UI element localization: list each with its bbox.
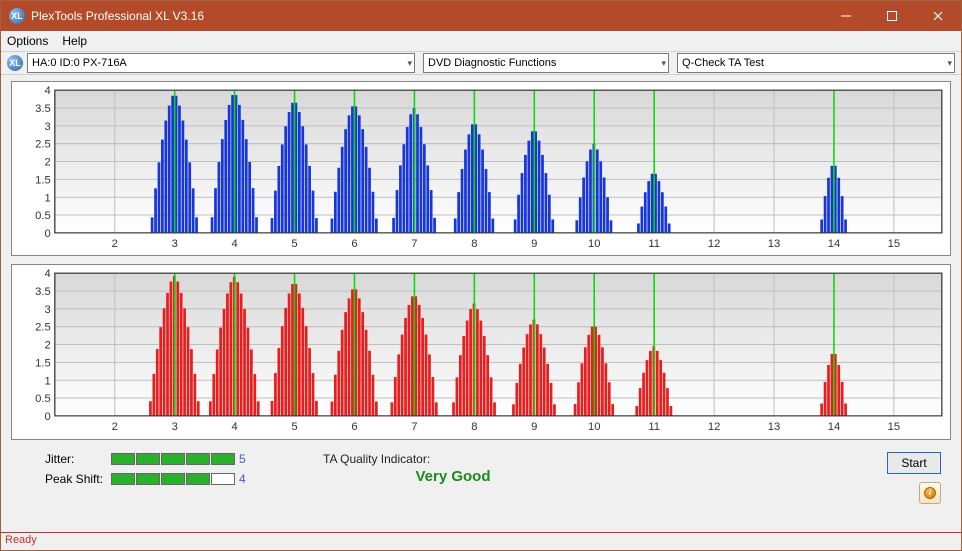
chart-bottom: 0 0.5 1 1.5 2 2.5 3 3.5 4 2 3 4 5 6 7 8 9 10 11 12 13 14 15	[12, 265, 950, 438]
svg-text:4: 4	[232, 238, 238, 250]
svg-text:10: 10	[588, 238, 600, 250]
svg-text:1.5: 1.5	[35, 358, 51, 370]
svg-text:5: 5	[291, 238, 297, 250]
svg-text:2: 2	[45, 340, 51, 352]
chevron-down-icon: ▾	[947, 58, 952, 69]
svg-text:3: 3	[45, 121, 51, 133]
minimize-button[interactable]	[823, 1, 869, 31]
svg-text:0: 0	[45, 228, 51, 240]
svg-text:3.5: 3.5	[35, 286, 51, 298]
chart-top-frame: 0 0.5 1 1.5 2 2.5 3 3.5 4 2 3 4 5 6 7 8 9 10 11 12 13 14 15	[11, 81, 951, 256]
svg-text:9: 9	[531, 421, 537, 433]
menu-options[interactable]: Options	[7, 34, 48, 48]
svg-text:15: 15	[888, 421, 900, 433]
svg-text:2: 2	[45, 157, 51, 169]
peakshift-value: 4	[235, 472, 253, 486]
jitter-label: Jitter:	[45, 452, 111, 466]
window-title: PlexTools Professional XL V3.16	[31, 9, 823, 23]
svg-text:15: 15	[888, 238, 900, 250]
taq-label: TA Quality Indicator:	[323, 452, 583, 466]
menubar: Options Help	[1, 31, 961, 51]
status-bar: Ready	[1, 532, 961, 550]
peakshift-bars	[111, 473, 235, 485]
svg-text:1.5: 1.5	[35, 174, 51, 186]
info-button[interactable]	[919, 482, 941, 504]
svg-text:3: 3	[172, 238, 178, 250]
svg-text:4: 4	[45, 85, 51, 97]
svg-text:3: 3	[45, 304, 51, 316]
svg-text:5: 5	[291, 421, 297, 433]
svg-text:9: 9	[531, 238, 537, 250]
svg-text:12: 12	[708, 421, 720, 433]
svg-text:7: 7	[411, 238, 417, 250]
svg-text:4: 4	[232, 421, 238, 433]
svg-text:6: 6	[351, 421, 357, 433]
chart-top: 0 0.5 1 1.5 2 2.5 3 3.5 4 2 3 4 5 6 7 8 9 10 11 12 13 14 15	[12, 82, 950, 255]
metrics-panel: Jitter: 5 Peak Shift: 4 TA Quality Indic…	[11, 448, 951, 506]
info-icon	[924, 487, 936, 499]
close-button[interactable]	[915, 1, 961, 31]
svg-text:0.5: 0.5	[35, 393, 51, 405]
svg-text:0.5: 0.5	[35, 210, 51, 222]
svg-text:2: 2	[112, 238, 118, 250]
svg-text:4: 4	[45, 269, 51, 281]
svg-text:1: 1	[45, 192, 51, 204]
svg-text:7: 7	[411, 421, 417, 433]
svg-text:0: 0	[45, 411, 51, 423]
svg-text:1: 1	[45, 376, 51, 388]
svg-text:2.5: 2.5	[35, 322, 51, 334]
app-icon: XL	[9, 8, 25, 24]
function-select[interactable]: DVD Diagnostic Functions▾	[423, 53, 669, 73]
svg-text:13: 13	[768, 421, 780, 433]
peakshift-label: Peak Shift:	[45, 472, 111, 486]
chart-bottom-frame: 0 0.5 1 1.5 2 2.5 3 3.5 4 2 3 4 5 6 7 8 9 10 11 12 13 14 15	[11, 264, 951, 439]
svg-text:11: 11	[648, 421, 660, 433]
taq-value: Very Good	[323, 468, 583, 485]
svg-text:11: 11	[648, 238, 660, 250]
svg-text:14: 14	[828, 421, 840, 433]
jitter-bars	[111, 453, 235, 465]
menu-help[interactable]: Help	[62, 34, 87, 48]
device-select[interactable]: HA:0 ID:0 PX-716A▾	[27, 53, 415, 73]
svg-text:6: 6	[351, 238, 357, 250]
svg-text:8: 8	[471, 238, 477, 250]
start-button[interactable]: Start	[887, 452, 941, 474]
svg-text:2: 2	[112, 421, 118, 433]
svg-text:14: 14	[828, 238, 840, 250]
device-icon: XL	[7, 55, 23, 71]
titlebar: XL PlexTools Professional XL V3.16	[1, 1, 961, 31]
maximize-button[interactable]	[869, 1, 915, 31]
chevron-down-icon: ▾	[661, 58, 666, 69]
svg-text:12: 12	[708, 238, 720, 250]
svg-text:3.5: 3.5	[35, 103, 51, 115]
svg-text:13: 13	[768, 238, 780, 250]
chevron-down-icon: ▾	[407, 58, 412, 69]
svg-text:10: 10	[588, 421, 600, 433]
test-select[interactable]: Q-Check TA Test▾	[677, 53, 955, 73]
content-area: 00.511.522.533.5423456789101112131415 00…	[1, 75, 961, 532]
svg-text:8: 8	[471, 421, 477, 433]
toolbar: XL HA:0 ID:0 PX-716A▾ DVD Diagnostic Fun…	[1, 51, 961, 75]
jitter-value: 5	[235, 452, 253, 466]
svg-text:3: 3	[172, 421, 178, 433]
svg-text:2.5: 2.5	[35, 139, 51, 151]
